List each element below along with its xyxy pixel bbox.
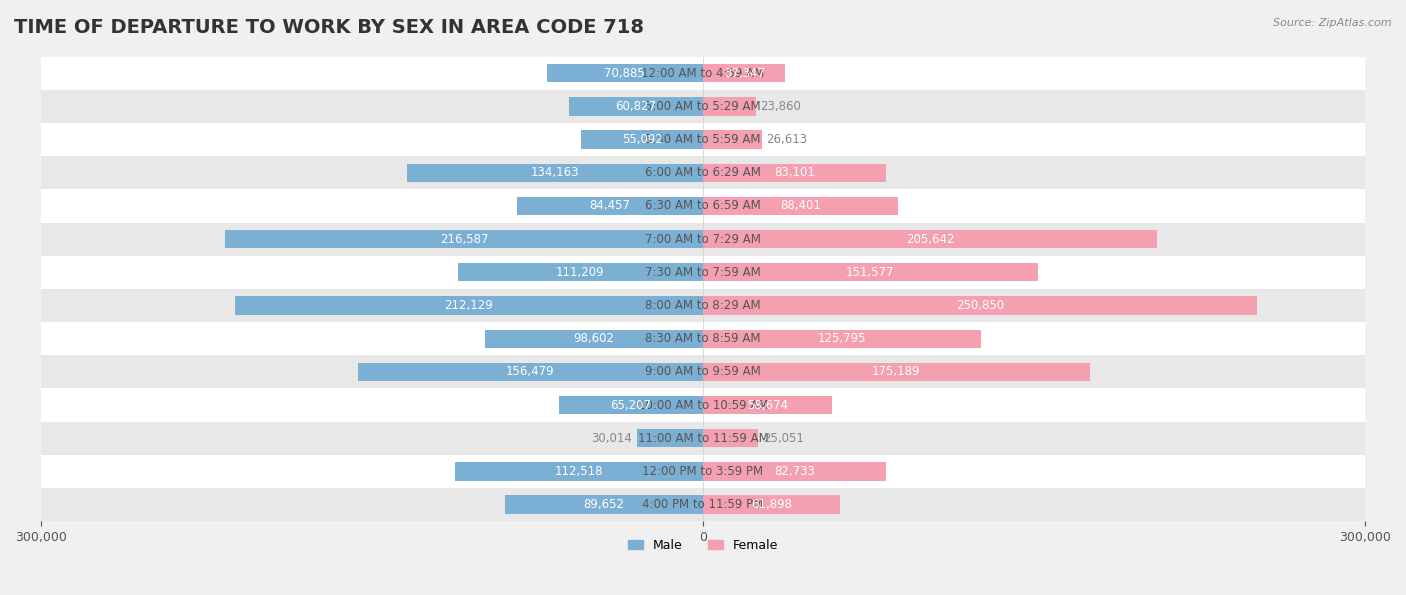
Bar [41,389,1365,422]
Bar [582,130,703,149]
Bar [357,363,703,381]
Text: 83,101: 83,101 [775,166,815,179]
Bar [457,263,703,281]
Bar [703,296,1257,315]
Bar [41,289,1365,322]
Bar [703,230,1157,248]
Bar [516,197,703,215]
Bar [235,296,703,315]
Bar [703,64,786,82]
Text: 98,602: 98,602 [574,332,614,345]
Text: 111,209: 111,209 [555,266,605,279]
Text: 60,827: 60,827 [616,100,657,113]
Text: 58,674: 58,674 [747,399,789,412]
Text: 37,347: 37,347 [724,67,765,80]
Text: 11:00 AM to 11:59 AM: 11:00 AM to 11:59 AM [638,432,768,444]
Bar [41,455,1365,488]
Bar [41,488,1365,521]
Text: 7:00 AM to 7:29 AM: 7:00 AM to 7:29 AM [645,233,761,246]
Text: 134,163: 134,163 [530,166,579,179]
Text: 156,479: 156,479 [506,365,554,378]
Text: 112,518: 112,518 [554,465,603,478]
Bar [41,223,1365,256]
Bar [703,496,839,513]
Text: 10:00 AM to 10:59 AM: 10:00 AM to 10:59 AM [638,399,768,412]
Text: 61,898: 61,898 [751,498,792,511]
Text: 65,207: 65,207 [610,399,651,412]
Bar [703,330,980,348]
Text: 30,014: 30,014 [592,432,633,444]
Bar [225,230,703,248]
Text: 5:30 AM to 5:59 AM: 5:30 AM to 5:59 AM [645,133,761,146]
Text: 125,795: 125,795 [817,332,866,345]
Bar [41,322,1365,355]
Bar [703,462,886,481]
Bar [454,462,703,481]
Text: 8:30 AM to 8:59 AM: 8:30 AM to 8:59 AM [645,332,761,345]
Bar [41,123,1365,156]
Text: 55,092: 55,092 [621,133,662,146]
Text: 8:00 AM to 8:29 AM: 8:00 AM to 8:29 AM [645,299,761,312]
Bar [41,90,1365,123]
Text: 212,129: 212,129 [444,299,494,312]
Bar [703,130,762,149]
Bar [41,57,1365,90]
Bar [505,496,703,513]
Text: 250,850: 250,850 [956,299,1004,312]
Text: 12:00 AM to 4:59 AM: 12:00 AM to 4:59 AM [641,67,765,80]
Text: 151,577: 151,577 [846,266,894,279]
Bar [703,363,1090,381]
Bar [41,189,1365,223]
Bar [560,396,703,414]
Text: 5:00 AM to 5:29 AM: 5:00 AM to 5:29 AM [645,100,761,113]
Bar [569,98,703,115]
Bar [547,64,703,82]
Text: 6:00 AM to 6:29 AM: 6:00 AM to 6:29 AM [645,166,761,179]
Text: 84,457: 84,457 [589,199,630,212]
Text: 25,051: 25,051 [762,432,804,444]
Bar [703,263,1038,281]
Bar [703,396,832,414]
Text: TIME OF DEPARTURE TO WORK BY SEX IN AREA CODE 718: TIME OF DEPARTURE TO WORK BY SEX IN AREA… [14,18,644,37]
Text: 12:00 PM to 3:59 PM: 12:00 PM to 3:59 PM [643,465,763,478]
Text: 6:30 AM to 6:59 AM: 6:30 AM to 6:59 AM [645,199,761,212]
Bar [41,355,1365,389]
Bar [703,98,755,115]
Bar [41,256,1365,289]
Text: Source: ZipAtlas.com: Source: ZipAtlas.com [1274,18,1392,28]
Bar [41,156,1365,189]
Text: 70,885: 70,885 [605,67,645,80]
Bar [485,330,703,348]
Bar [41,422,1365,455]
Text: 26,613: 26,613 [766,133,807,146]
Text: 89,652: 89,652 [583,498,624,511]
Bar [703,429,758,447]
Text: 7:30 AM to 7:59 AM: 7:30 AM to 7:59 AM [645,266,761,279]
Text: 82,733: 82,733 [773,465,814,478]
Bar [406,164,703,182]
Text: 23,860: 23,860 [761,100,801,113]
Bar [703,164,886,182]
Text: 175,189: 175,189 [872,365,921,378]
Text: 205,642: 205,642 [905,233,955,246]
Text: 9:00 AM to 9:59 AM: 9:00 AM to 9:59 AM [645,365,761,378]
Text: 216,587: 216,587 [440,233,488,246]
Text: 4:00 PM to 11:59 PM: 4:00 PM to 11:59 PM [643,498,763,511]
Legend: Male, Female: Male, Female [623,534,783,557]
Bar [703,197,898,215]
Bar [637,429,703,447]
Text: 88,401: 88,401 [780,199,821,212]
